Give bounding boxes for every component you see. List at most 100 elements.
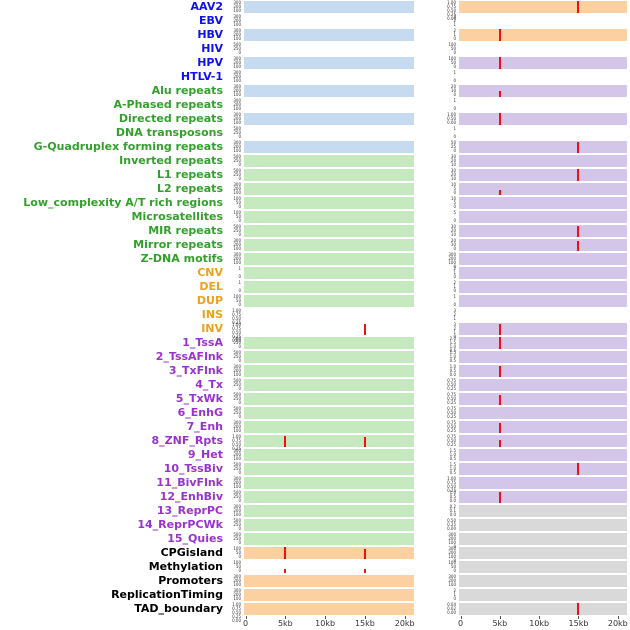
peak-spike	[577, 1, 580, 13]
right-y-axis-ticks: 10 5 0	[444, 182, 458, 196]
left-y-axis-ticks: 1.00 0.75 0.50 0.25	[226, 434, 243, 451]
y-tick-label: 0.02	[447, 606, 456, 611]
y-tick-label: 200	[233, 60, 241, 65]
right-y-axis-ticks: 100 50 0	[444, 560, 458, 574]
right-y-axis-ticks: 0.50 0.25 0.00	[444, 518, 458, 532]
column-gap	[415, 266, 444, 280]
y-tick-label: 200	[233, 452, 241, 457]
y-tick-label: 1.0	[449, 490, 456, 495]
right-track-plot	[458, 490, 628, 504]
y-tick-label: 500	[233, 392, 241, 397]
y-tick-label: 20	[450, 228, 456, 233]
column-gap	[415, 322, 444, 336]
y-tick-label: 100	[233, 428, 241, 433]
signal-fill	[459, 477, 627, 489]
track-label: 4_Tx	[195, 378, 223, 391]
left-y-axis-ticks: 300 200 100	[226, 56, 243, 70]
y-tick-label: 0.25	[447, 386, 456, 391]
y-tick-label: 20	[450, 238, 456, 243]
signal-fill	[244, 505, 414, 517]
left-track-plot	[243, 308, 415, 322]
left-track-plot	[243, 210, 415, 224]
track-row: 12_EnhBiv 500 250 0 1.0 0.5 0.0	[0, 490, 630, 504]
y-tick-label: 1.00	[232, 308, 241, 313]
column-gap	[415, 560, 444, 574]
y-tick-label: 1.00	[447, 0, 456, 5]
track-label: DNA transposons	[115, 126, 223, 139]
left-track-plot	[243, 322, 415, 336]
track-label: Inverted repeats	[119, 154, 223, 167]
peak-spike	[363, 324, 366, 335]
left-y-axis-ticks: 100 50 0	[226, 294, 243, 308]
x-tick-label: 5kb	[277, 619, 293, 628]
y-tick-label: 0.25	[232, 446, 241, 451]
y-tick-label: 200	[233, 242, 241, 247]
y-tick-label: 200	[233, 592, 241, 597]
right-track-plot	[458, 84, 628, 98]
track-row: CPGisland 100 50 0 300 200 100 0	[0, 546, 630, 563]
y-tick-label: 0	[238, 568, 241, 573]
right-track-plot	[458, 70, 628, 84]
y-tick-label: 200	[233, 116, 241, 121]
y-tick-label: 300	[233, 84, 241, 89]
signal-fill	[459, 547, 627, 559]
left-track-plot	[243, 0, 415, 14]
right-track-plot	[458, 392, 628, 406]
right-y-axis-ticks: 20 10 0	[444, 84, 458, 98]
signal-fill	[459, 267, 627, 279]
track-label: CPGisland	[160, 546, 223, 559]
left-track-plot	[243, 98, 415, 112]
right-track-plot	[458, 196, 628, 210]
y-tick-label: 100	[233, 36, 241, 41]
y-tick-label: 0	[238, 218, 241, 223]
signal-fill	[459, 589, 627, 601]
track-row: 10_TssBiv 500 250 0 1.5 1.0 0.5	[0, 462, 630, 476]
y-tick-label: 1	[453, 592, 456, 597]
column-gap	[415, 0, 444, 14]
peak-spike	[577, 241, 580, 251]
y-tick-label: 100	[233, 546, 241, 551]
y-tick-label: 1	[453, 98, 456, 103]
right-y-axis-ticks: 2.0 1.5 1.0 0.5	[444, 336, 458, 353]
y-tick-label: 2	[453, 266, 456, 271]
signal-fill	[459, 281, 627, 293]
left-track-plot	[243, 84, 415, 98]
y-tick-label: 200	[233, 368, 241, 373]
right-y-axis-ticks: 1.5 1.0 0.5	[444, 448, 458, 462]
y-tick-label: 200	[233, 578, 241, 583]
x-tick-mark	[460, 616, 462, 619]
signal-fill	[244, 281, 414, 293]
y-tick-label: 0	[453, 544, 456, 549]
y-tick-label: 0	[238, 540, 241, 545]
track-label: A-Phased repeats	[113, 98, 223, 111]
signal-fill	[459, 421, 627, 433]
y-tick-label: 0.75	[447, 434, 456, 439]
signal-fill	[459, 491, 627, 503]
y-tick-label: 1.00	[232, 602, 241, 607]
y-tick-label: 1	[453, 330, 456, 335]
signal-fill	[244, 421, 414, 433]
track-row: 8_ZNF_Rpts 1.00 0.75 0.50 0.25 0.75 0.50 0.25	[0, 434, 630, 451]
y-tick-label: 100	[448, 582, 456, 587]
y-tick-label: 10	[450, 182, 456, 187]
left-track-plot	[243, 490, 415, 504]
left-track-plot	[243, 42, 415, 56]
y-tick-label: 300	[233, 504, 241, 509]
track-row: Microsatellites 100 50 0 5 0	[0, 210, 630, 224]
track-row: 13_ReprPC 300 200 100 0.2 0.1 0.0	[0, 504, 630, 518]
peak-spike	[498, 91, 501, 97]
y-tick-label: 200	[233, 88, 241, 93]
track-row: HIV 500 250 0 100 50 0	[0, 42, 630, 56]
y-tick-label: 0.75	[447, 480, 456, 485]
y-tick-label: 1	[453, 126, 456, 131]
track-row: DUP 100 50 0 1 0	[0, 294, 630, 308]
y-tick-label: 2.0	[449, 336, 456, 341]
right-y-axis-ticks: 1.00 0.75 0.50 0.25 0.00	[444, 0, 458, 21]
y-tick-label: 0	[453, 596, 456, 601]
x-tick-label: 15kb	[568, 619, 589, 628]
y-tick-label: 0.25	[447, 12, 456, 17]
y-tick-label: 500	[233, 154, 241, 159]
y-tick-label: 0	[238, 386, 241, 391]
